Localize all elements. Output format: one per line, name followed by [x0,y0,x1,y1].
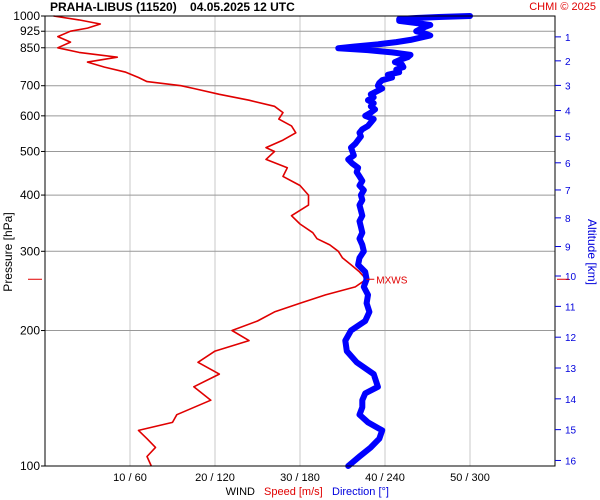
x-tick-label: 20 / 120 [195,472,235,484]
x-axis-label-wind: WIND [226,486,255,498]
y2-tick-label: 7 [565,186,571,197]
axis-labels: Pressure [hPa] Altitude [km] WIND Speed … [1,212,599,498]
y2-tick-label: 2 [565,57,571,68]
x-tick-label: 10 / 60 [113,472,147,484]
y-tick-label: 300 [20,244,40,258]
y-tick-label: 700 [20,79,40,93]
y-tick-label: 600 [20,109,40,123]
y-tick-label: 500 [20,144,40,158]
x-axis-label-direction: Direction [°] [332,486,389,498]
y-tick-label: 100 [20,459,40,473]
y2-tick-label: 11 [565,302,576,313]
grid-lines [45,16,555,466]
copyright-label: CHMI © 2025 [529,1,596,13]
y-tick-label: 925 [20,24,40,38]
y2-tick-label: 12 [565,333,577,344]
y2-tick-label: 16 [565,456,577,467]
y2-tick-label: 13 [565,364,577,375]
y2-tick-label: 4 [565,107,571,118]
y2-tick-label: 9 [565,243,571,254]
y-axis-label: Pressure [hPa] [1,212,15,291]
direction-line [335,13,473,469]
chart-title: PRAHA-LIBUS (11520) 04.05.2025 12 UTC [50,0,295,14]
x-axis-label-speed: Speed [m/s] [264,486,323,498]
y2-tick-label: 6 [565,159,571,170]
y-tick-label: 400 [20,188,40,202]
y2-tick-label: 14 [565,395,577,406]
x-tick-label: 30 / 180 [280,472,320,484]
mxws-label: MXWS [376,275,407,286]
x-tick-label: 50 / 300 [450,472,490,484]
y2-axis-label: Altitude [km] [585,219,599,285]
y-tick-label: 200 [20,324,40,338]
speed-line [53,15,368,467]
y2-tick-label: 8 [565,214,571,225]
axes: 10 / 60 20 / 120 30 / 180 40 / 240 50 / 300 1… [13,9,576,484]
y2-tick-label: 1 [565,33,571,44]
direction-series [335,13,473,469]
y2-tick-label: 10 [565,272,577,283]
y-tick-label: 1000 [13,9,40,23]
speed-series [53,15,368,467]
x-tick-label: 40 / 240 [365,472,405,484]
y2-tick-label: 15 [565,426,577,437]
y2-tick-label: 5 [565,132,571,143]
plot-frame [44,15,556,467]
y2-tick-label: 3 [565,81,571,92]
y-tick-label: 850 [20,41,40,55]
